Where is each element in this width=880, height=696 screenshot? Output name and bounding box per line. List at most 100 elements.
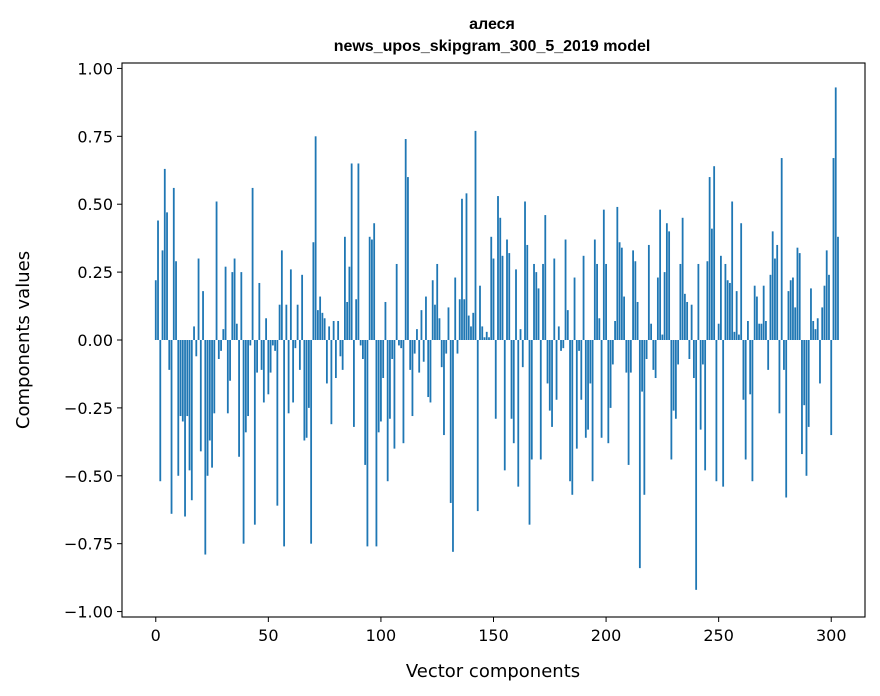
y-tick-label-6: 0.50	[77, 195, 113, 214]
bar-58	[285, 304, 288, 340]
bar-181	[562, 340, 565, 349]
bar-194	[591, 340, 594, 482]
bar-237	[688, 340, 691, 360]
bar-288	[803, 340, 806, 406]
bar-28	[217, 340, 220, 360]
bar-100	[380, 340, 382, 422]
bar-40	[244, 340, 247, 433]
bar-83	[341, 340, 344, 370]
bar-303	[837, 236, 839, 340]
bar-128	[443, 340, 445, 436]
bar-190	[582, 255, 585, 340]
bar-166	[528, 340, 531, 525]
bar-95	[368, 236, 371, 340]
bar-18	[195, 340, 198, 357]
bar-61	[292, 340, 295, 403]
bar-62	[294, 340, 297, 349]
bar-125	[436, 263, 439, 340]
bar-111	[404, 139, 407, 340]
bar-34	[231, 272, 234, 340]
bar-265	[751, 340, 754, 482]
bar-267	[756, 296, 758, 340]
bar-176	[551, 340, 553, 427]
bar-11	[179, 340, 182, 417]
bar-191	[584, 340, 587, 438]
bar-168	[533, 263, 535, 340]
bar-255	[729, 282, 731, 340]
bar-66	[303, 340, 306, 441]
bar-193	[589, 340, 592, 384]
bar-177	[553, 258, 556, 340]
bar-289	[805, 340, 808, 476]
bar-140	[470, 326, 472, 340]
bar-229	[670, 340, 673, 460]
bar-231	[674, 340, 677, 419]
x-tick-label-200: 200	[591, 626, 622, 645]
bar-73	[319, 296, 322, 340]
bar-286	[798, 253, 801, 340]
bar-21	[202, 291, 204, 340]
bar-117	[418, 340, 421, 373]
bar-64	[298, 340, 301, 370]
bar-45	[256, 340, 258, 373]
bar-291	[810, 288, 812, 340]
bar-199	[602, 209, 605, 340]
bar-172	[542, 263, 544, 340]
bar-204	[614, 320, 616, 340]
y-tick-label-2: −0.50	[64, 467, 113, 486]
y-tick-label-4: 0.00	[77, 331, 113, 350]
x-tick-label-150: 150	[478, 626, 509, 645]
bar-89	[355, 299, 358, 340]
bar-4	[163, 168, 166, 340]
bar-207	[620, 247, 623, 340]
bar-178	[555, 340, 558, 400]
bar-226	[663, 272, 666, 340]
bar-131	[449, 340, 452, 503]
bar-134	[456, 340, 459, 354]
bar-94	[366, 340, 369, 547]
bar-46	[258, 282, 261, 340]
bar-165	[526, 244, 529, 340]
bar-136	[461, 198, 463, 340]
bar-44	[253, 340, 256, 525]
y-tick-label-5: 0.25	[77, 263, 113, 282]
y-axis-label: Components values	[13, 251, 34, 429]
bar-115	[413, 340, 416, 354]
bar-108	[398, 340, 400, 346]
bar-219	[647, 244, 650, 340]
bar-87	[350, 163, 353, 340]
bar-235	[683, 293, 686, 340]
bar-266	[753, 285, 756, 340]
bar-285	[796, 247, 799, 340]
bar-107	[395, 263, 398, 340]
bar-261	[742, 340, 745, 400]
bar-113	[409, 340, 412, 370]
bar-276	[776, 244, 779, 340]
bar-270	[762, 285, 765, 340]
bar-278	[780, 158, 783, 340]
bar-52	[271, 340, 274, 346]
bar-19	[197, 258, 200, 340]
bar-239	[692, 340, 695, 379]
bar-81	[337, 320, 340, 340]
bar-43	[251, 187, 254, 340]
bar-186	[573, 277, 576, 340]
bar-121	[427, 340, 430, 398]
bar-32	[226, 340, 229, 414]
bar-269	[760, 323, 763, 340]
bar-38	[240, 272, 243, 340]
y-tick-label-7: 0.75	[77, 127, 113, 146]
bar-250	[717, 323, 720, 340]
bar-272	[767, 340, 770, 370]
bar-13	[184, 340, 186, 517]
bar-192	[587, 340, 589, 430]
bar-102	[384, 301, 387, 340]
bar-230	[672, 340, 675, 411]
bar-144	[479, 285, 481, 340]
bar-149	[490, 236, 493, 340]
bar-110	[402, 340, 405, 444]
x-tick-label-300: 300	[816, 626, 847, 645]
bar-160	[515, 269, 517, 340]
bar-133	[454, 277, 457, 340]
